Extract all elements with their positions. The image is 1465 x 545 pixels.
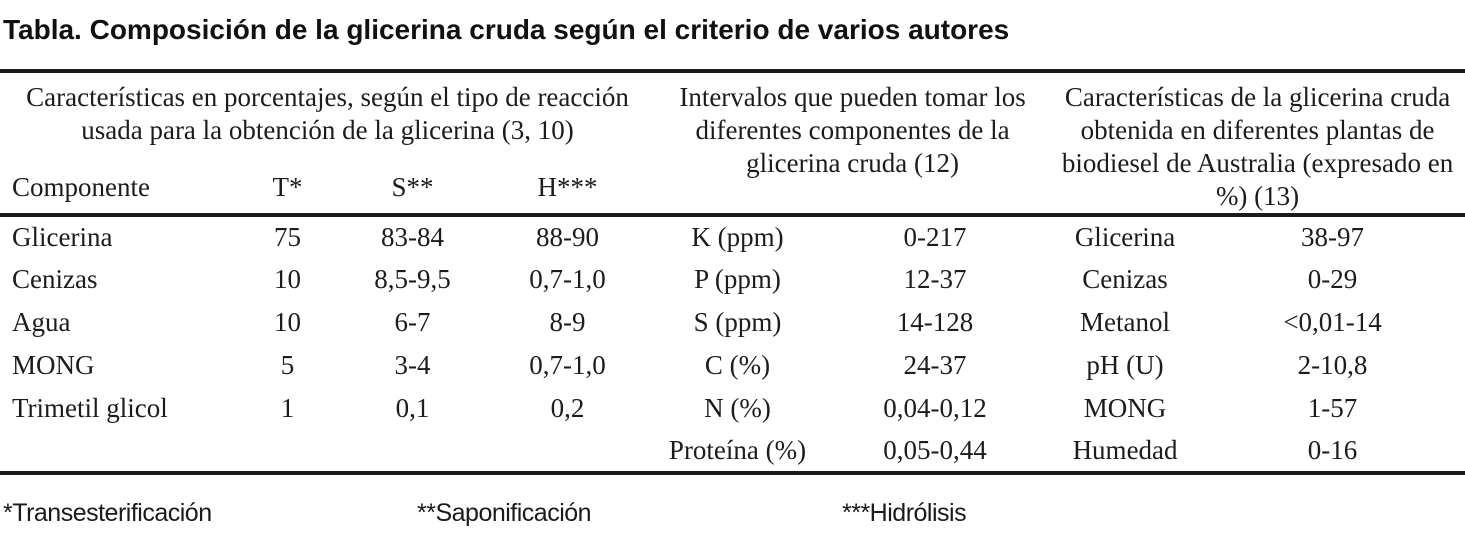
group-header-reaction-type: Características en porcentajes, según el… (26, 82, 629, 145)
table-cell: 24-37 (903, 350, 967, 380)
table-cell: 12-37 (903, 264, 967, 294)
table-cell: Trimetil glicol (12, 393, 168, 423)
footnote-saponificacion: **Saponificación (417, 499, 592, 527)
table-cell: 83-84 (381, 222, 444, 252)
table-cell: 10 (274, 264, 301, 294)
table-title: Tabla. Composición de la glicerina cruda… (3, 14, 1010, 45)
table-cell: MONG (1083, 393, 1167, 423)
table-cell: 10 (274, 307, 301, 337)
table-row: Proteína (%) 0,05-0,44 Humedad 0-16 (0, 430, 1465, 473)
table-cell (345, 430, 480, 473)
table-cell: C (%) (704, 350, 771, 380)
table-cell: 0,1 (395, 393, 430, 423)
table-cell: S (ppm) (693, 307, 782, 337)
col-header-componente: Componente (0, 162, 230, 218)
table-row: Trimetil glicol 1 0,1 0,2 N (%) 0,04-0,1… (0, 387, 1465, 430)
table-cell: 2-10,8 (1297, 350, 1368, 380)
footnote-transesterificacion: *Transesterificación (3, 499, 212, 527)
col-header-h: H*** (480, 162, 656, 218)
table-body: Glicerina 75 83-84 88-90 K (ppm) 0-217 G… (0, 215, 1465, 473)
group-header-australia: Características de la glicerina cruda ob… (1050, 71, 1465, 217)
table-cell: Glicerina (12, 222, 113, 252)
col-header-t: T* (230, 162, 345, 218)
table-cell: 6-7 (394, 307, 431, 337)
table-cell: 0-217 (903, 222, 967, 252)
table-cell: 75 (274, 222, 301, 252)
table-cell: 0,7-1,0 (529, 350, 606, 380)
group-header-intervals: Intervalos que pueden tomar los diferent… (655, 71, 1051, 217)
table-cell: 1-57 (1307, 393, 1358, 423)
table-cell (480, 430, 655, 473)
footnotes: *Transesterificación **Saponificación **… (0, 497, 1465, 537)
table-cell: MONG (12, 350, 95, 380)
table-cell: pH (U) (1086, 350, 1164, 380)
table-cell: 0-29 (1307, 264, 1358, 294)
table-header: Características en porcentajes, según el… (0, 71, 1465, 218)
table-cell: 0,2 (550, 393, 585, 423)
table-cell: N (%) (704, 393, 771, 423)
col-header-s: S** (345, 162, 480, 218)
table-cell (0, 430, 230, 473)
glycerin-composition-table: Características en porcentajes, según el… (0, 69, 1465, 475)
table-cell (230, 430, 345, 473)
table-cell: Cenizas (12, 264, 98, 294)
table-cell: Humedad (1072, 435, 1178, 465)
table-cell: Agua (12, 307, 71, 337)
table-cell: 1 (280, 393, 295, 423)
table-row: Glicerina 75 83-84 88-90 K (ppm) 0-217 G… (0, 215, 1465, 258)
table-cell: K (ppm) (691, 222, 784, 252)
table-cell: 5 (280, 350, 295, 380)
group-header-row: Características en porcentajes, según el… (0, 71, 1465, 217)
table-cell: 0-16 (1307, 435, 1358, 465)
table-cell: <0,01-14 (1283, 307, 1382, 337)
table-cell: 3-4 (394, 350, 431, 380)
table-cell: P (ppm) (694, 264, 781, 294)
table-cell: Proteína (%) (668, 435, 807, 465)
table-cell: 8,5-9,5 (374, 264, 451, 294)
table-cell: 38-97 (1301, 222, 1365, 252)
table-cell: 0,04-0,12 (883, 393, 987, 423)
table-cell: 88-90 (536, 222, 600, 252)
sub-header-row: Componente T* S** H*** (0, 162, 1465, 218)
table-row: Cenizas 10 8,5-9,5 0,7-1,0 P (ppm) 12-37… (0, 258, 1465, 301)
table-cell: Metanol (1080, 307, 1171, 337)
table-cell: 0,05-0,44 (883, 435, 987, 465)
table-row: Agua 10 6-7 8-9 S (ppm) 14-128 Metanol <… (0, 301, 1465, 344)
table-row: MONG 5 3-4 0,7-1,0 C (%) 24-37 pH (U) 2-… (0, 344, 1465, 387)
footnote-hidrolisis: ***Hidrólisis (842, 499, 967, 527)
table-cell: 0,7-1,0 (529, 264, 606, 294)
table-cell: Glicerina (1074, 222, 1176, 252)
table-cell: Cenizas (1082, 264, 1168, 294)
table-cell: 14-128 (896, 307, 974, 337)
table-cell: 8-9 (549, 307, 586, 337)
